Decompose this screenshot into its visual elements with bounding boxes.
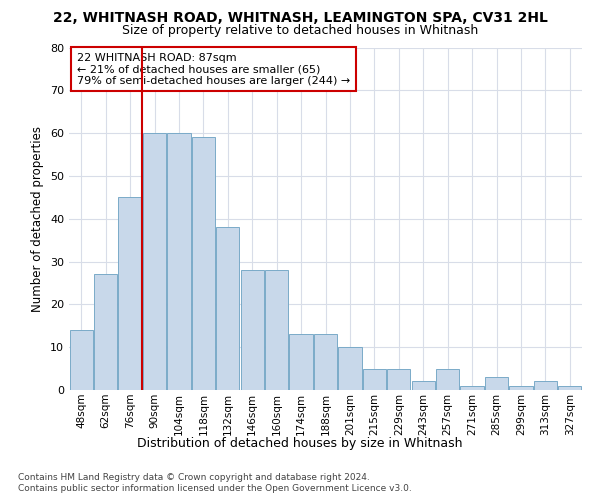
- Text: 22, WHITNASH ROAD, WHITNASH, LEAMINGTON SPA, CV31 2HL: 22, WHITNASH ROAD, WHITNASH, LEAMINGTON …: [53, 11, 547, 25]
- Bar: [167, 133, 191, 390]
- Bar: [265, 270, 288, 390]
- Text: Contains HM Land Registry data © Crown copyright and database right 2024.: Contains HM Land Registry data © Crown c…: [18, 472, 370, 482]
- Bar: [70, 330, 93, 390]
- Bar: [460, 386, 484, 390]
- Bar: [289, 334, 313, 390]
- Bar: [485, 377, 508, 390]
- Bar: [118, 198, 142, 390]
- Bar: [192, 138, 215, 390]
- Bar: [509, 386, 533, 390]
- Bar: [338, 347, 362, 390]
- Bar: [436, 368, 459, 390]
- Bar: [412, 382, 435, 390]
- Bar: [143, 133, 166, 390]
- Bar: [314, 334, 337, 390]
- Bar: [534, 382, 557, 390]
- Text: 22 WHITNASH ROAD: 87sqm
← 21% of detached houses are smaller (65)
79% of semi-de: 22 WHITNASH ROAD: 87sqm ← 21% of detache…: [77, 52, 350, 86]
- Bar: [216, 228, 239, 390]
- Text: Contains public sector information licensed under the Open Government Licence v3: Contains public sector information licen…: [18, 484, 412, 493]
- Bar: [387, 368, 410, 390]
- Bar: [241, 270, 264, 390]
- Text: Size of property relative to detached houses in Whitnash: Size of property relative to detached ho…: [122, 24, 478, 37]
- Bar: [94, 274, 117, 390]
- Bar: [558, 386, 581, 390]
- Text: Distribution of detached houses by size in Whitnash: Distribution of detached houses by size …: [137, 438, 463, 450]
- Y-axis label: Number of detached properties: Number of detached properties: [31, 126, 44, 312]
- Bar: [363, 368, 386, 390]
